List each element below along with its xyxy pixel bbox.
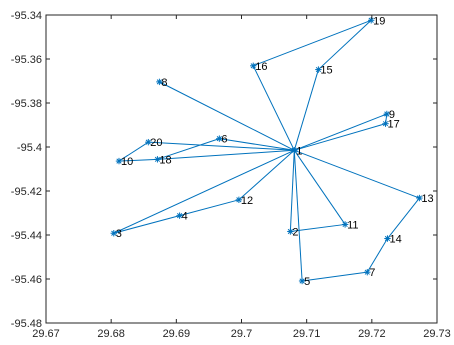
x-tick-label: 29.69: [163, 328, 191, 340]
segment-4-12: [179, 199, 240, 217]
segment-15-19: [318, 19, 372, 70]
point-marker-3: [110, 230, 117, 237]
point-marker-20: [145, 138, 152, 146]
segment-5-7: [302, 271, 368, 282]
segment-9-1: [294, 113, 388, 151]
point-label-19: 19: [373, 15, 385, 27]
point-label-2: 2: [292, 226, 298, 238]
segment-11-1: [293, 150, 346, 225]
point-label-12: 12: [241, 195, 253, 207]
point-marker-18: [154, 156, 161, 163]
x-tick-label: 29.67: [32, 328, 60, 340]
segment-1-17: [294, 123, 386, 151]
segment-1-3: [113, 149, 295, 234]
point-marker-14: [384, 235, 391, 242]
point-label-14: 14: [389, 234, 401, 246]
point-marker-6: [216, 135, 223, 142]
point-label-16: 16: [255, 61, 267, 73]
y-tick-label: -95.38: [11, 98, 42, 110]
y-tick-label: -95.36: [11, 54, 42, 66]
segment-1-15: [293, 69, 319, 151]
segment-16-1: [252, 65, 295, 151]
point-label-9: 9: [389, 109, 395, 121]
point-marker-9: [383, 110, 391, 118]
y-tick-label: -95.4: [17, 142, 42, 154]
point-marker-11: [341, 221, 349, 228]
segment-7-14: [366, 238, 388, 273]
point-marker-8: [156, 78, 163, 86]
markers-layer: [110, 17, 423, 285]
point-marker-17: [382, 120, 389, 127]
point-marker-13: [416, 194, 423, 202]
y-tick-label: -95.44: [11, 230, 42, 242]
segment-18-1: [157, 149, 295, 160]
x-tick-label: 29.7: [231, 328, 252, 340]
segment-13-1: [294, 149, 420, 199]
point-label-7: 7: [369, 267, 375, 279]
y-tick-label: -95.42: [11, 186, 42, 198]
plot-frame: [45, 14, 438, 324]
segment-1-20: [148, 141, 295, 151]
y-tick-label: -95.48: [11, 318, 42, 330]
segment-19-16: [253, 19, 372, 67]
point-marker-7: [364, 268, 371, 276]
point-label-4: 4: [182, 211, 188, 223]
point-label-15: 15: [320, 65, 332, 77]
point-label-6: 6: [221, 134, 227, 146]
point-label-11: 11: [347, 219, 358, 231]
segment-12-1: [238, 149, 295, 201]
segment-3-4: [113, 215, 180, 234]
point-marker-16: [250, 62, 257, 70]
point-label-3: 3: [116, 228, 122, 240]
segment-1-8: [159, 81, 295, 151]
y-tick-label: -95.46: [11, 274, 42, 286]
segment-20-10: [118, 141, 149, 162]
point-marker-10: [115, 157, 123, 165]
segment-6-18: [157, 138, 220, 160]
point-label-1: 1: [296, 145, 302, 157]
point-marker-12: [235, 196, 243, 203]
point-label-17: 17: [388, 119, 400, 131]
segment-1-2: [289, 150, 295, 232]
point-marker-15: [315, 66, 322, 73]
point-marker-1: [291, 147, 298, 154]
segment-14-13: [387, 197, 420, 239]
y-tick-label: -95.34: [11, 10, 42, 22]
point-label-8: 8: [161, 77, 167, 89]
x-tick-label: 29.72: [358, 328, 386, 340]
point-marker-4: [176, 212, 183, 219]
segment-1-5: [293, 150, 303, 282]
point-label-20: 20: [150, 137, 162, 149]
point-marker-19: [367, 17, 375, 24]
point-label-5: 5: [304, 276, 310, 288]
x-tick-label: 29.68: [97, 328, 125, 340]
segment-10-18: [118, 158, 158, 162]
ticks-layer: 29.67 29.68 29.69 29.7 29.71 29.72 29.73 -95.34…: [11, 10, 451, 340]
x-tick-label: 29.71: [293, 328, 321, 340]
segments-layer: [113, 19, 420, 282]
point-marker-5: [298, 277, 306, 285]
segment-1-6: [219, 138, 295, 151]
point-label-10: 10: [121, 156, 133, 168]
point-marker-2: [287, 228, 294, 235]
point-label-13: 13: [421, 193, 433, 205]
point-label-18: 18: [159, 154, 171, 166]
x-tick-label: 29.73: [423, 328, 451, 340]
